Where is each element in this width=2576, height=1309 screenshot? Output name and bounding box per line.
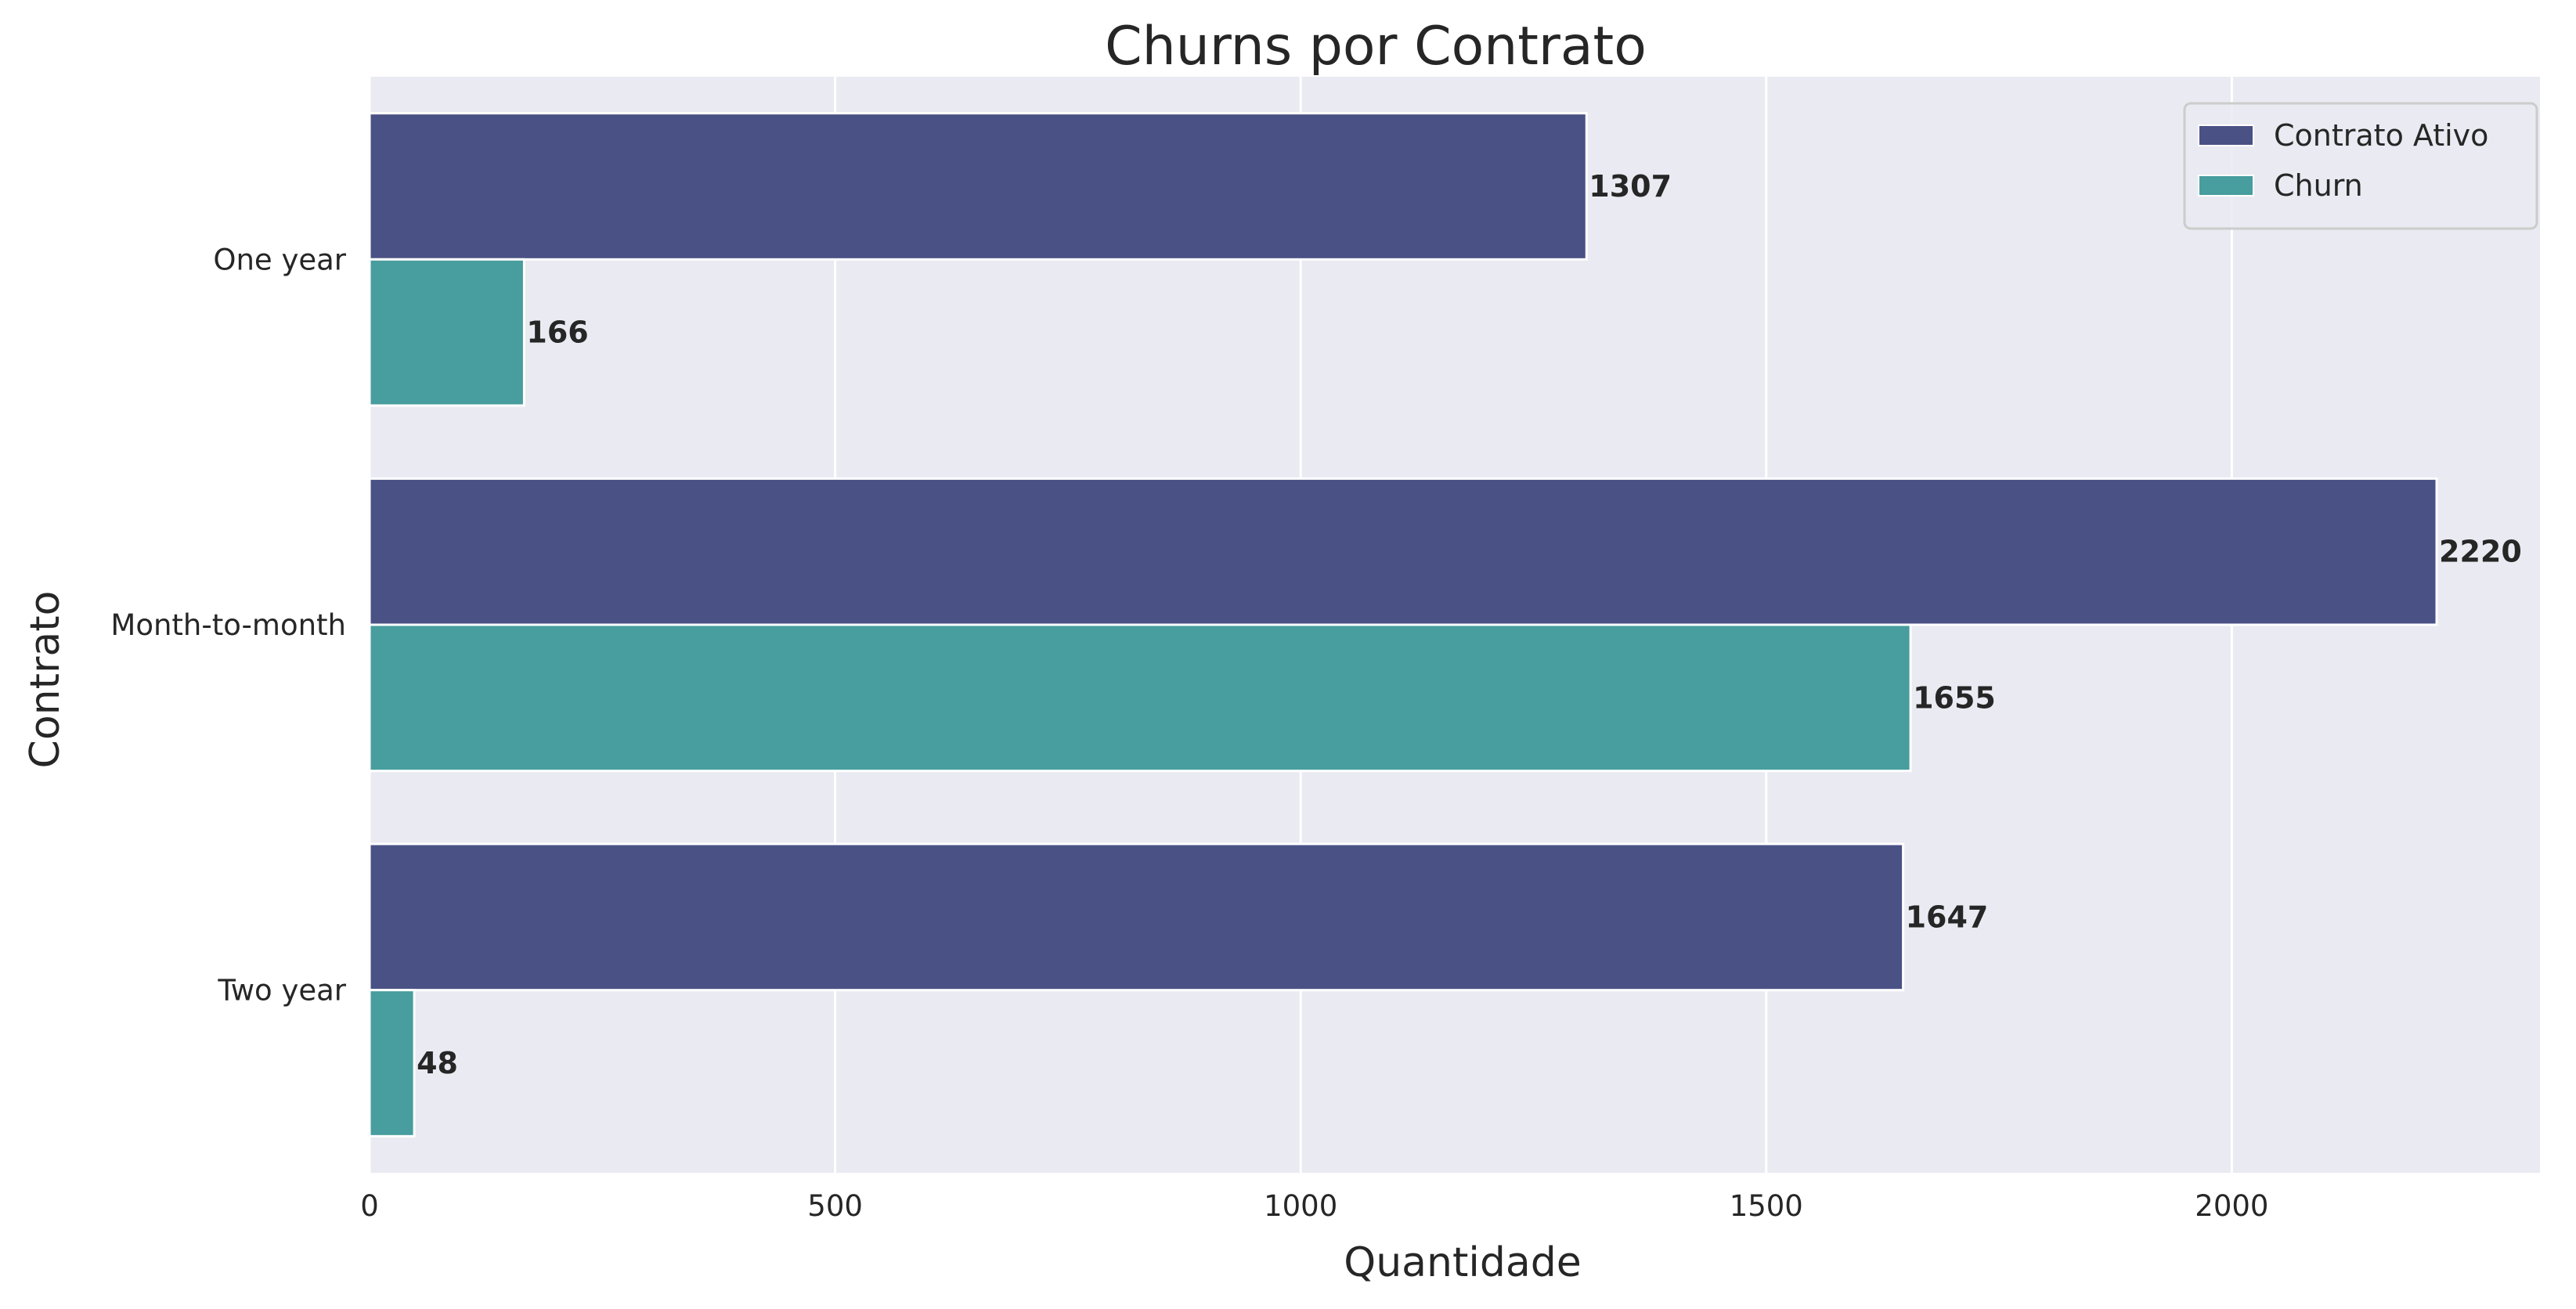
bar-value-label: 166 bbox=[526, 316, 588, 350]
bar-value-label: 1307 bbox=[1589, 169, 1672, 204]
legend-swatch bbox=[2198, 124, 2254, 146]
bar-value-label: 48 bbox=[417, 1046, 458, 1080]
legend-swatch bbox=[2198, 175, 2254, 197]
legend-box bbox=[2183, 102, 2538, 230]
y-tick-label: One year bbox=[213, 243, 346, 276]
bar-value-label: 2220 bbox=[2439, 535, 2522, 569]
bar bbox=[368, 258, 525, 407]
bar-value-label: 1647 bbox=[1906, 900, 1989, 934]
axis-ticks: 0 500 1000 1500 2000 One year Month-to-month Tw… bbox=[110, 243, 2268, 1223]
y-tick-label: Two year bbox=[217, 974, 346, 1008]
x-axis-label: Quantidade bbox=[1344, 1239, 1581, 1286]
x-tick-label: 1000 bbox=[1264, 1189, 1337, 1223]
bar bbox=[368, 842, 1905, 992]
bar bbox=[368, 989, 416, 1138]
x-tick-label: 1500 bbox=[1730, 1189, 1803, 1223]
legend-label: Contrato Ativo bbox=[2274, 118, 2488, 153]
bar-value-label: 1655 bbox=[1913, 680, 1996, 715]
legend-label: Churn bbox=[2274, 168, 2363, 203]
chart-title: Churns por Contrato bbox=[1105, 16, 1647, 78]
x-tick-label: 2000 bbox=[2195, 1189, 2268, 1223]
x-tick-label: 500 bbox=[807, 1189, 863, 1223]
bar bbox=[368, 623, 1912, 773]
y-tick-label: Month-to-month bbox=[110, 608, 346, 642]
x-tick-label: 0 bbox=[360, 1189, 379, 1223]
bar bbox=[368, 112, 1588, 261]
bars bbox=[368, 112, 2438, 1138]
legend: Contrato Ativo Churn bbox=[2183, 102, 2538, 230]
bar bbox=[368, 477, 2438, 626]
bar-labels: 1307 166 2220 1655 1647 48 bbox=[417, 169, 2522, 1080]
y-axis-label: Contrato bbox=[22, 591, 69, 769]
